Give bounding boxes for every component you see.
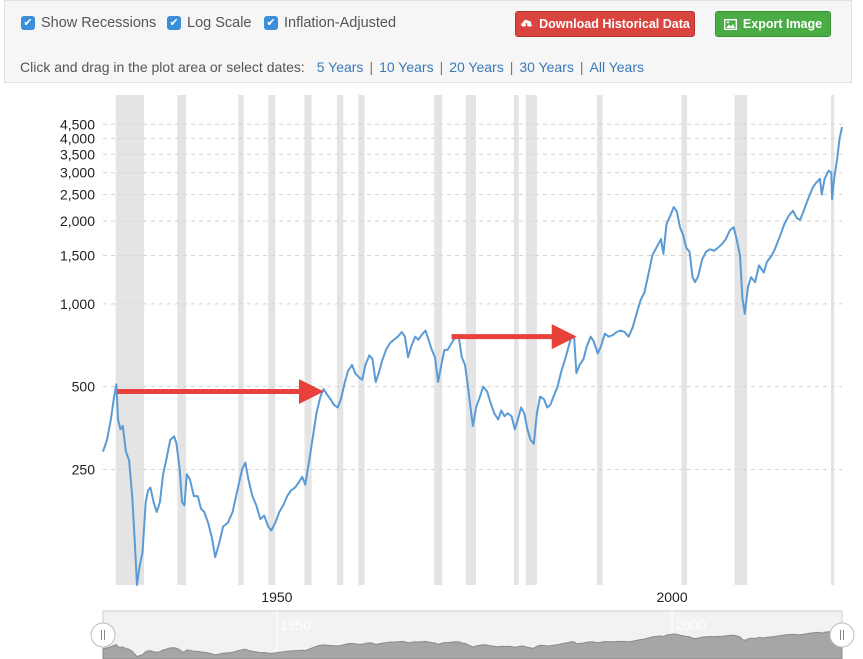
download-historical-data-button[interactable]: Download Historical Data — [515, 11, 695, 37]
handle-knob[interactable] — [90, 622, 116, 648]
recession-band — [830, 95, 835, 585]
y-tick-label: 2,500 — [60, 186, 95, 202]
recession-band — [434, 95, 443, 585]
navigator-left-handle[interactable] — [90, 622, 116, 648]
download-button-label: Download Historical Data — [539, 17, 690, 31]
y-tick-label: 2,000 — [60, 213, 95, 229]
show-recessions-checkbox[interactable]: ✔ Show Recessions — [21, 14, 156, 32]
checkmark-icon: ✔ — [264, 16, 278, 30]
sp500-chart[interactable]: 250 500 1,000 1,500 2,000 2,500 3,000 3,5004,00… — [0, 95, 863, 659]
navigator-series-area — [102, 628, 843, 659]
y-tick-label: 250 — [72, 461, 96, 477]
handle-knob[interactable] — [829, 622, 855, 648]
y-tick-label: 3,000 — [60, 165, 95, 181]
range-10-years-link[interactable]: 10 Years — [379, 59, 434, 75]
export-button-label: Export Image — [742, 17, 823, 31]
x-tick-label: 1950 — [261, 589, 292, 605]
checkmark-icon: ✔ — [167, 16, 181, 30]
range-30-years-link[interactable]: 30 Years — [519, 59, 574, 75]
range-20-years-link[interactable]: 20 Years — [449, 59, 504, 75]
recession-band — [268, 95, 276, 585]
inflation-adjusted-label: Inflation-Adjusted — [284, 15, 397, 31]
recession-band — [596, 95, 603, 585]
range-all-years-link[interactable]: All Years — [589, 59, 644, 75]
export-image-button[interactable]: Export Image — [715, 11, 831, 37]
recession-band — [238, 95, 244, 585]
navigator-label: 1950 — [280, 617, 311, 633]
recession-band — [513, 95, 519, 585]
log-scale-checkbox[interactable]: ✔ Log Scale — [167, 14, 252, 32]
chart-controls-panel: ✔ Show Recessions ✔ Log Scale ✔ Inflatio… — [4, 0, 852, 83]
recession-band — [358, 95, 365, 585]
y-tick-label: 4,500 — [60, 116, 95, 132]
recession-band — [681, 95, 688, 585]
recession-band — [336, 95, 344, 585]
recession-band — [465, 95, 477, 585]
navigator-right-handle[interactable] — [829, 622, 855, 648]
recession-band — [525, 95, 537, 585]
date-instructions: Click and drag in the plot area or selec… — [20, 59, 305, 75]
y-tick-label: 500 — [72, 379, 96, 395]
log-scale-label: Log Scale — [187, 15, 252, 31]
recession-band — [304, 95, 312, 585]
date-range-bar: Click and drag in the plot area or selec… — [20, 59, 644, 75]
cloud-download-icon — [521, 19, 533, 30]
y-tick-label: 4,000 — [60, 130, 95, 146]
checkmark-icon: ✔ — [21, 16, 35, 30]
sp500-series-line — [102, 126, 843, 586]
x-tick-label: 2000 — [656, 589, 687, 605]
image-icon — [723, 18, 737, 30]
recession-band — [177, 95, 186, 585]
y-tick-label: 1,000 — [60, 296, 95, 312]
y-tick-label: 3,500 — [60, 146, 95, 162]
recession-band — [734, 95, 748, 585]
y-tick-label: 1,500 — [60, 247, 95, 263]
show-recessions-label: Show Recessions — [41, 15, 157, 31]
inflation-adjusted-checkbox[interactable]: ✔ Inflation-Adjusted — [264, 14, 396, 32]
navigator-label: 2000 — [675, 617, 706, 633]
recession-band — [115, 95, 145, 585]
range-5-years-link[interactable]: 5 Years — [316, 59, 364, 75]
